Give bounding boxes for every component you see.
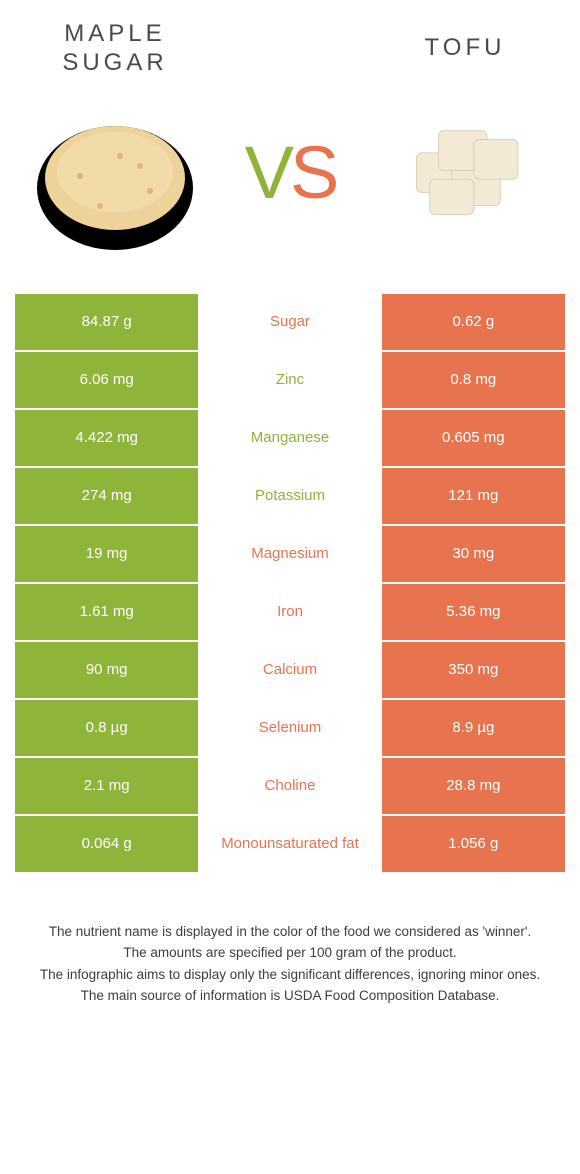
nutrient-row: 6.06 mgZinc0.8 mg xyxy=(15,352,565,408)
right-value: 5.36 mg xyxy=(382,584,565,640)
left-value: 84.87 g xyxy=(15,294,198,350)
nutrient-label: Potassium xyxy=(198,468,381,524)
right-value: 30 mg xyxy=(382,526,565,582)
left-value: 4.422 mg xyxy=(15,410,198,466)
nutrient-row: 2.1 mgCholine28.8 mg xyxy=(15,758,565,814)
tofu-image xyxy=(380,81,550,251)
nutrient-row: 274 mgPotassium121 mg xyxy=(15,468,565,524)
right-food-title: Tofu xyxy=(425,34,506,63)
left-value: 1.61 mg xyxy=(15,584,198,640)
nutrient-row: 90 mgCalcium350 mg xyxy=(15,642,565,698)
nutrient-label: Calcium xyxy=(198,642,381,698)
left-value: 274 mg xyxy=(15,468,198,524)
nutrient-row: 0.8 µgSelenium8.9 µg xyxy=(15,700,565,756)
left-value: 6.06 mg xyxy=(15,352,198,408)
right-value: 8.9 µg xyxy=(382,700,565,756)
right-value: 350 mg xyxy=(382,642,565,698)
right-value: 0.62 g xyxy=(382,294,565,350)
header: Maple sugar VS Tofu xyxy=(15,20,565,266)
maple-sugar-image xyxy=(30,96,200,266)
nutrient-label: Selenium xyxy=(198,700,381,756)
left-value: 0.064 g xyxy=(15,816,198,872)
nutrient-row: 84.87 gSugar0.62 g xyxy=(15,294,565,350)
left-value: 0.8 µg xyxy=(15,700,198,756)
vs-s: S xyxy=(290,131,335,214)
nutrient-table: 84.87 gSugar0.62 g6.06 mgZinc0.8 mg4.422… xyxy=(15,294,565,872)
left-title-line1: Maple xyxy=(64,20,165,47)
right-value: 1.056 g xyxy=(382,816,565,872)
nutrient-label: Zinc xyxy=(198,352,381,408)
left-food-title: Maple sugar xyxy=(62,20,167,78)
nutrient-label: Sugar xyxy=(198,294,381,350)
left-value: 19 mg xyxy=(15,526,198,582)
left-value: 90 mg xyxy=(15,642,198,698)
nutrient-label: Manganese xyxy=(198,410,381,466)
vs-v: V xyxy=(245,131,290,214)
right-value: 121 mg xyxy=(382,468,565,524)
nutrient-row: 4.422 mgManganese0.605 mg xyxy=(15,410,565,466)
nutrient-label: Monounsaturated fat xyxy=(198,816,381,872)
nutrient-row: 19 mgMagnesium30 mg xyxy=(15,526,565,582)
left-title-line2: sugar xyxy=(62,49,167,76)
right-food-column: Tofu xyxy=(365,34,565,251)
nutrient-row: 1.61 mgIron5.36 mg xyxy=(15,584,565,640)
right-value: 28.8 mg xyxy=(382,758,565,814)
footer-line-3: The infographic aims to display only the… xyxy=(23,965,557,985)
left-food-column: Maple sugar xyxy=(15,20,215,266)
nutrient-label: Choline xyxy=(198,758,381,814)
footer-line-1: The nutrient name is displayed in the co… xyxy=(23,922,557,942)
nutrient-label: Magnesium xyxy=(198,526,381,582)
nutrient-row: 0.064 gMonounsaturated fat1.056 g xyxy=(15,816,565,872)
footer-notes: The nutrient name is displayed in the co… xyxy=(15,922,565,1006)
nutrient-label: Iron xyxy=(198,584,381,640)
footer-line-2: The amounts are specified per 100 gram o… xyxy=(23,943,557,963)
left-value: 2.1 mg xyxy=(15,758,198,814)
vs-label: VS xyxy=(245,136,336,210)
right-value: 0.605 mg xyxy=(382,410,565,466)
footer-line-4: The main source of information is USDA F… xyxy=(23,986,557,1006)
right-value: 0.8 mg xyxy=(382,352,565,408)
